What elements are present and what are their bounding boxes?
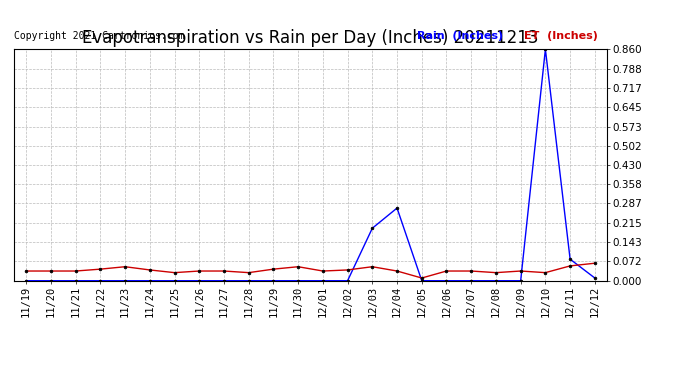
Text: Rain  (Inches): Rain (Inches) xyxy=(417,31,504,41)
Title: Evapotranspiration vs Rain per Day (Inches) 20211213: Evapotranspiration vs Rain per Day (Inch… xyxy=(82,29,539,47)
Text: Copyright 2021 Cartronics.com: Copyright 2021 Cartronics.com xyxy=(14,31,184,41)
Text: ET  (Inches): ET (Inches) xyxy=(524,31,598,41)
